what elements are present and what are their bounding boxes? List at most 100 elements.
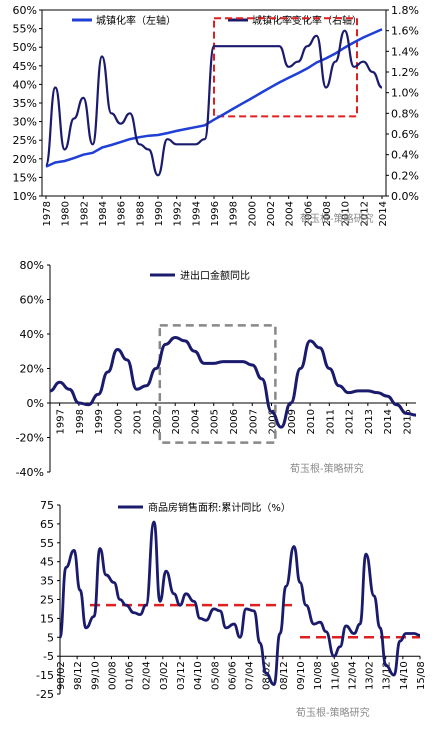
c3-ytick-label: 35 — [40, 575, 54, 588]
c1-series-change-rate — [44, 29, 383, 177]
c2-xtick-label: 1997 — [56, 409, 67, 434]
chart-urbanization: 10% 15% 20% 25% 30% 35% 40% 45% 50% 55% 60% 0.0% 0.2… — [13, 4, 419, 226]
c2-xtick-label: 2011 — [325, 409, 336, 434]
c2-xtick-label: 2003 — [171, 409, 182, 434]
c3-xtick-label: 98/12 — [73, 661, 84, 690]
c1-ytick-left-label: 30% — [13, 116, 37, 129]
c3-xtick-label: 05/08 — [210, 661, 221, 690]
c3-ytick-label: -5 — [43, 650, 54, 663]
c3-xtick-label: 12/04 — [347, 661, 358, 690]
c2-legend-label: 进出口金额同比 — [180, 269, 250, 282]
c3-xtick-label: 99/10 — [90, 661, 101, 690]
c1-xtick-label: 1990 — [154, 201, 165, 226]
c3-series-housing — [58, 520, 421, 686]
c1-ytick-left-label: 20% — [13, 153, 37, 166]
c3-xtick-label: 08/12 — [279, 661, 290, 690]
chart-housing-sales: -25 -15 -5 5 15 25 35 45 55 65 75 98/02 98/12 99/10 00… — [36, 499, 427, 719]
c1-axes: 10% 15% 20% 25% 30% 35% 40% 45% 50% 55% 60% 0.0% 0.2… — [13, 4, 419, 226]
c2-xtick-label: 2012 — [345, 409, 356, 434]
c2-xtick-label: 2014 — [383, 409, 394, 434]
c2-highlight-box — [158, 324, 277, 444]
c3-xtick-label: 03/02 — [159, 661, 170, 690]
c3-ytick-label: 45 — [40, 556, 54, 569]
c3-xtick-label: 01/06 — [125, 661, 136, 690]
c3-ytick-label: 75 — [40, 499, 54, 512]
c1-ytick-right-label: 0.2% — [391, 169, 419, 182]
c1-legend: 城镇化率（左轴） 城镇化率变化率（右轴） — [72, 14, 362, 27]
watermark-1: 荀玉根-策略研究 — [300, 212, 374, 225]
c2-xtick-label: 2006 — [229, 409, 240, 434]
c3-xtick-label: 13/12 — [382, 661, 393, 690]
c1-ytick-left-label: 60% — [13, 4, 37, 17]
c2-xtick-label: 2008 — [268, 409, 279, 434]
c1-xtick-label: 1978 — [42, 201, 53, 226]
watermark-3: 荀玉根-策略研究 — [296, 706, 370, 719]
c1-xtick-label: 1988 — [135, 201, 146, 226]
c1-ytick-left-label: 25% — [13, 134, 37, 147]
c2-ytick-label: -20% — [16, 432, 44, 445]
c3-xtick-label: 07/04 — [245, 661, 256, 690]
c2-xtick-label: 2000 — [113, 409, 124, 434]
c1-xtick-label: 2008 — [322, 201, 333, 226]
c3-xtick-label: 10/08 — [313, 661, 324, 690]
c1-ytick-right-label: 1.2% — [391, 66, 419, 79]
c3-xtick-label: 15/08 — [416, 661, 427, 690]
c1-ytick-right-label: 0.4% — [391, 149, 419, 162]
c1-xtick-label: 1994 — [191, 201, 202, 226]
c1-ytick-left-label: 45% — [13, 60, 37, 73]
c3-xtick-label: 04/10 — [193, 661, 204, 690]
c2-xtick-label: 1999 — [94, 409, 105, 434]
c1-ytick-left-label: 40% — [13, 78, 37, 91]
c3-xtick-label: 09/10 — [296, 661, 307, 690]
c1-xtick-label: 1996 — [210, 201, 221, 226]
c1-ytick-right-label: 0.6% — [391, 128, 419, 141]
c3-ytick-label: -15 — [36, 669, 54, 682]
c2-xtick-label: 2015 — [402, 409, 413, 434]
c1-ytick-right-label: 1.4% — [391, 45, 419, 58]
c3-xtick-label: 98/02 — [56, 661, 67, 690]
c2-legend: 进出口金额同比 — [150, 269, 250, 282]
c1-legend-label-urban-rate: 城镇化率（左轴） — [96, 14, 176, 27]
c1-ytick-left-label: 50% — [13, 41, 37, 54]
c3-ytick-label: 55 — [40, 537, 54, 550]
c1-series-urban-rate — [45, 28, 383, 168]
c1-legend-label-change-rate: 城镇化率变化率（右轴） — [252, 14, 362, 27]
c1-plot: 荀玉根-策略研究 — [44, 17, 383, 225]
c1-xtick-label: 1984 — [98, 201, 109, 226]
c3-xtick-label: 03/12 — [176, 661, 187, 690]
c3-ytick-label: 65 — [40, 518, 54, 531]
c1-xtick-label: 2004 — [285, 201, 296, 226]
c3-xtick-label: 02/04 — [142, 661, 153, 690]
c2-xtick-label: 2007 — [248, 409, 259, 434]
c1-ytick-right-label: 0.0% — [391, 190, 419, 203]
c1-ytick-right-label: 0.8% — [391, 107, 419, 120]
c1-highlight-box — [213, 17, 358, 118]
c1-xtick-label: 2012 — [359, 201, 370, 226]
c1-ytick-right-label: 1.8% — [391, 4, 419, 17]
c2-series-trade — [49, 335, 417, 429]
c1-xtick-label: 2014 — [378, 201, 389, 226]
c1-xtick-label: 1982 — [79, 201, 90, 226]
c1-xtick-label: 2006 — [303, 201, 314, 226]
c3-ytick-label: 15 — [40, 612, 54, 625]
c1-ytick-left-label: 55% — [13, 23, 37, 36]
c2-xtick-label: 2005 — [210, 409, 221, 434]
c1-xtick-label: 2010 — [341, 201, 352, 226]
c3-xtick-label: 00/08 — [107, 661, 118, 690]
c2-xtick-label: 2001 — [133, 409, 144, 434]
watermark-2: 荀玉根-策略研究 — [290, 462, 364, 475]
c3-xtick-label: 11/06 — [330, 661, 341, 690]
c2-xtick-label: 2013 — [364, 409, 375, 434]
c3-plot — [58, 520, 421, 686]
c3-xtick-label: 14/10 — [399, 661, 410, 690]
c1-ytick-left-label: 15% — [13, 171, 37, 184]
c1-ytick-left-label: 35% — [13, 97, 37, 110]
c1-xtick-label: 1992 — [173, 201, 184, 226]
c2-ytick-label: 40% — [20, 328, 44, 341]
c2-ytick-label: 0% — [27, 397, 44, 410]
c1-xtick-label: 1998 — [229, 201, 240, 226]
c2-xtick-label: 2010 — [306, 409, 317, 434]
c2-xtick-label: 2002 — [152, 409, 163, 434]
c3-legend-label: 商品房销售面积:累计同比（%） — [148, 501, 291, 514]
